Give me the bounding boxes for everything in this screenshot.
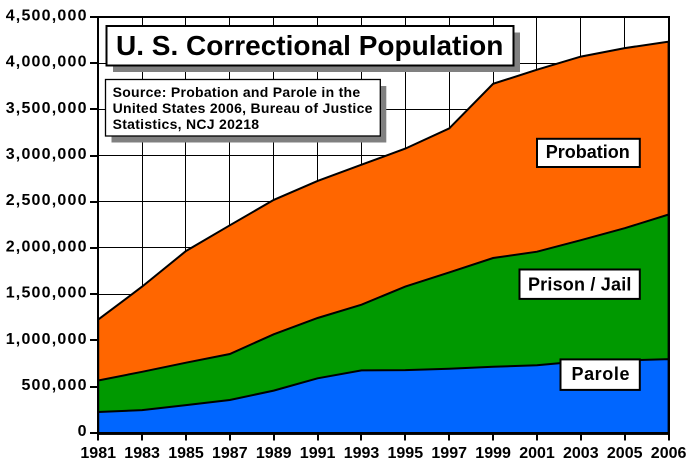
svg-text:2005: 2005	[607, 445, 643, 462]
svg-text:3,500,000: 3,500,000	[6, 100, 88, 117]
svg-text:2001: 2001	[519, 445, 555, 462]
svg-text:1,000,000: 1,000,000	[6, 331, 88, 348]
svg-text:Statistics, NCJ 20218: Statistics, NCJ 20218	[113, 116, 260, 132]
svg-text:2006: 2006	[651, 445, 687, 462]
svg-text:Prison / Jail: Prison / Jail	[528, 274, 632, 294]
svg-text:500,000: 500,000	[21, 377, 87, 394]
svg-text:Probation: Probation	[546, 142, 630, 162]
svg-text:2,500,000: 2,500,000	[6, 192, 88, 209]
svg-text:1,500,000: 1,500,000	[6, 285, 88, 302]
svg-text:U. S. Correctional Population: U. S. Correctional Population	[116, 30, 503, 61]
svg-text:1987: 1987	[212, 445, 248, 462]
svg-text:United States 2006, Bureau of: United States 2006, Bureau of Justice	[113, 100, 373, 116]
svg-text:4,000,000: 4,000,000	[6, 54, 88, 71]
svg-text:Parole: Parole	[571, 364, 630, 384]
svg-text:1997: 1997	[431, 445, 467, 462]
svg-text:0: 0	[78, 423, 88, 440]
svg-text:1981: 1981	[80, 445, 116, 462]
svg-text:1989: 1989	[256, 445, 292, 462]
svg-text:4,500,000: 4,500,000	[6, 7, 88, 24]
svg-text:2,000,000: 2,000,000	[6, 238, 88, 255]
svg-text:3,000,000: 3,000,000	[6, 146, 88, 163]
svg-text:1999: 1999	[475, 445, 511, 462]
svg-text:2003: 2003	[563, 445, 599, 462]
svg-text:1995: 1995	[388, 445, 424, 462]
svg-text:Source: Probation and Parole i: Source: Probation and Parole in the	[113, 84, 361, 100]
svg-text:1985: 1985	[168, 445, 204, 462]
svg-text:1993: 1993	[344, 445, 380, 462]
svg-text:1983: 1983	[124, 445, 160, 462]
svg-text:1991: 1991	[300, 445, 336, 462]
